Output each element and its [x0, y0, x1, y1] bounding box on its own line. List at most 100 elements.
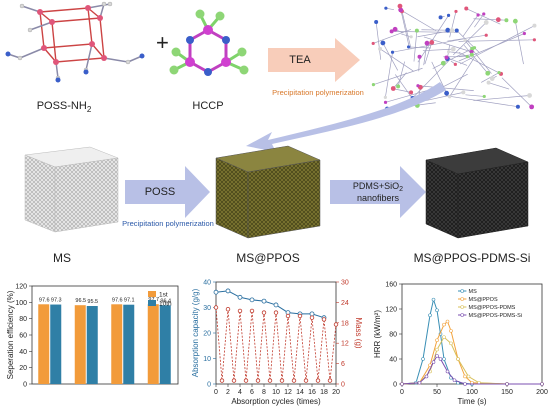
ms-ppos-label: MS@PPOS [236, 251, 300, 265]
series-point [432, 298, 435, 301]
series-point [450, 329, 453, 332]
x-tick-label: 0 [400, 389, 404, 396]
mass-point [244, 379, 248, 383]
network-bond [515, 21, 523, 64]
network-atom [485, 71, 490, 76]
network-atom [384, 96, 387, 99]
mass-point [322, 318, 326, 322]
network-bond [433, 49, 472, 69]
y2-tick-label: 12 [341, 341, 349, 348]
capacity-point [310, 312, 314, 316]
network-atom [384, 101, 387, 104]
network-atom [454, 10, 457, 13]
network-atom [483, 95, 486, 98]
bar-value-label: 97.6 [112, 297, 123, 303]
tea-arrow [268, 38, 360, 82]
y-tick-label: 120 [385, 307, 397, 314]
network-atom [378, 47, 382, 51]
network-bond [473, 19, 506, 20]
bar [111, 304, 122, 384]
network-atom [429, 40, 434, 45]
x-axis-label: Absorption cycles (times) [231, 397, 321, 406]
bar [123, 305, 134, 384]
network-atom [445, 28, 450, 33]
x-tick-label: 6 [250, 389, 254, 396]
network-atom [415, 29, 419, 33]
network-atom [490, 76, 495, 81]
y-tick-label: 0 [393, 382, 397, 389]
y-axis-label: HRR (kW/m²) [373, 310, 382, 358]
network-atom [523, 32, 526, 35]
x-tick-label: 20 [332, 389, 340, 396]
series-point [436, 354, 439, 357]
y-tick-label: 20 [19, 365, 27, 372]
network-atom [463, 39, 466, 42]
capacity-point [238, 295, 242, 299]
network-atom [451, 47, 456, 52]
network-bond [380, 49, 413, 71]
hccp-label: HCCP [192, 100, 223, 112]
y-axis-label: Absorption capacity (g/g) [191, 288, 200, 377]
network-atom [372, 83, 375, 86]
network-atom [455, 28, 459, 32]
series-point [425, 375, 428, 378]
network-atom [516, 105, 520, 109]
plus-sign: + [156, 30, 169, 55]
mass-point [334, 323, 338, 327]
y-tick-label: 160 [385, 282, 397, 289]
bar-value-label: 97.3 [51, 298, 62, 304]
x-tick-label: 150 [501, 389, 513, 396]
y-tick-label: 30 [203, 305, 211, 312]
bar [148, 304, 159, 384]
tea-label: TEA [289, 54, 311, 66]
network-atom [496, 17, 501, 22]
legend-label: MS@PPOS-PDMS-Si [469, 313, 523, 319]
network-atom [527, 93, 532, 98]
network-atom [464, 7, 468, 11]
network-bond [459, 40, 535, 42]
network-bond [402, 11, 411, 49]
network-atom [391, 86, 396, 91]
series-point [436, 348, 439, 351]
network-atom [445, 56, 449, 60]
mass-point [316, 379, 320, 383]
legend-marker [461, 298, 464, 301]
network-atom [448, 95, 451, 98]
series-point [453, 379, 456, 382]
network-atom [416, 84, 419, 87]
bar [160, 305, 171, 384]
mass-point [214, 306, 218, 310]
series-point [457, 358, 460, 361]
series-point [429, 314, 432, 317]
network-atom [497, 71, 500, 74]
x-axis-label: Time (s) [457, 397, 486, 406]
capacity-point [226, 289, 230, 293]
series-point [446, 370, 449, 373]
network-bond [466, 9, 500, 25]
network-atom [461, 90, 465, 94]
y-tick-label: 80 [389, 332, 397, 339]
y-tick-label: 40 [389, 357, 397, 364]
network-bond [502, 78, 532, 107]
x-tick-label: 18 [320, 389, 328, 396]
network-atom [476, 13, 479, 16]
network-atom [533, 38, 536, 41]
y-axis-label: Seperation efficiency (%) [6, 290, 15, 379]
network-atom [410, 35, 413, 38]
y2-tick-label: 30 [341, 280, 349, 287]
poss-arrow-label: POSS [145, 186, 176, 198]
mass-point [328, 379, 332, 383]
mass-point [220, 379, 224, 383]
step1-method-label: Precipitation polymerization [122, 219, 214, 228]
mass-point [298, 314, 302, 318]
network-bond [414, 31, 417, 62]
series-point [418, 381, 421, 384]
y-tick-label: 120 [15, 284, 27, 291]
bar [87, 306, 98, 384]
y-tick-label: 40 [203, 280, 211, 287]
x-tick-label: 100 [466, 389, 478, 396]
network-atom [398, 4, 403, 9]
network-bond [450, 58, 474, 97]
